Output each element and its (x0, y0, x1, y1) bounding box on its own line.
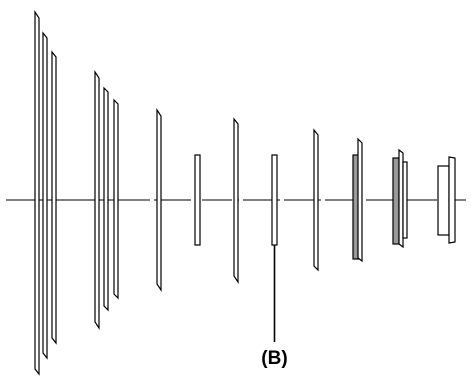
lens-element-16 (437, 165, 450, 236)
lens-element-4 (94, 70, 100, 330)
lens-element-17 (448, 156, 456, 244)
lens-element-7 (156, 108, 162, 292)
lens-element-6 (113, 98, 119, 300)
lens-element-14 (398, 148, 404, 249)
lens-element-13-shaded (392, 157, 400, 245)
lens-element-2 (42, 31, 48, 360)
lens-element-3 (51, 50, 57, 345)
callout-label: (B) (261, 348, 287, 369)
lens-element-5 (103, 86, 109, 312)
lens-element-8 (194, 154, 201, 246)
lens-element-9 (233, 117, 239, 284)
lens-element-b (271, 154, 278, 246)
lens-element-10 (313, 128, 319, 272)
lens-element-12 (357, 137, 363, 263)
lens-element-1 (34, 10, 40, 376)
lens-element-15 (402, 161, 408, 239)
